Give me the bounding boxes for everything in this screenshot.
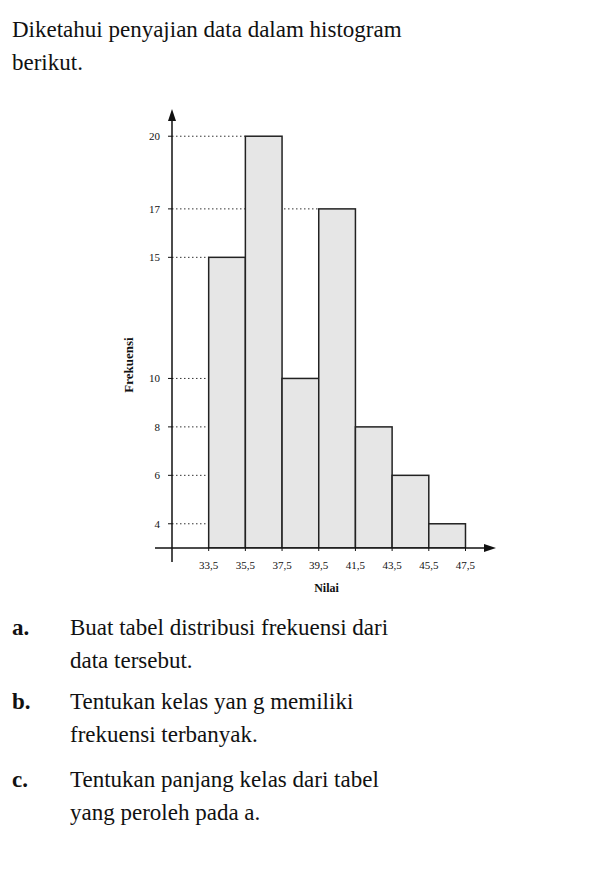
x-tick-label: 37,5 [272, 559, 292, 571]
question-text: Tentukan panjang kelas dari tabel [70, 764, 379, 796]
bar [355, 427, 392, 548]
y-tick-label: 4 [155, 518, 161, 530]
question-text: Buat tabel distribusi frekuensi dari [70, 612, 388, 644]
x-tick-label: 45,5 [419, 559, 439, 571]
x-tick [355, 548, 356, 551]
question-label: a. [12, 612, 29, 644]
question-text: Tentukan kelas yan g memiliki [70, 686, 353, 718]
x-axis-label: Nilai [314, 581, 339, 595]
y-tick [168, 426, 172, 427]
y-tick-label: 20 [149, 130, 161, 142]
x-tick-label: 33,5 [199, 559, 219, 571]
y-tick-label: 15 [149, 251, 161, 263]
question-label: b. [12, 686, 31, 718]
x-tick [392, 548, 393, 551]
grid-line [172, 257, 209, 258]
y-tick [168, 257, 172, 258]
x-axis [155, 547, 493, 549]
x-tick [465, 548, 466, 551]
grid-line [172, 136, 245, 137]
y-tick [168, 378, 172, 379]
x-tick [428, 548, 429, 551]
intro-line: berikut. [12, 47, 83, 79]
plot-area [172, 136, 465, 548]
bar [282, 378, 319, 548]
x-tick [318, 548, 319, 551]
x-tick-label: 43,5 [382, 559, 402, 571]
y-axis [171, 112, 173, 562]
x-tick-label: 47,5 [456, 559, 476, 571]
bar [319, 209, 356, 548]
x-tick-label: 41,5 [346, 559, 366, 571]
question-label: c. [12, 764, 28, 796]
y-tick-label: 10 [149, 372, 161, 384]
y-tick [168, 136, 172, 137]
x-tick-label: 39,5 [309, 559, 329, 571]
y-axis-label: Frekuensi [121, 337, 136, 393]
x-tick [245, 548, 246, 551]
bar [245, 136, 282, 548]
x-tick [282, 548, 283, 551]
y-tick [168, 208, 172, 209]
question-text: data tersebut. [70, 645, 193, 677]
bar [429, 524, 466, 548]
x-tick [208, 548, 209, 551]
question-text: yang peroleh pada a. [70, 797, 260, 829]
y-tick-label: 8 [155, 421, 161, 433]
bar [209, 257, 246, 548]
y-tick-label: 17 [149, 203, 161, 215]
y-tick [168, 523, 172, 524]
x-axis-arrow [484, 544, 496, 552]
y-tick [168, 475, 172, 476]
bar [392, 475, 429, 548]
intro-line: Diketahui penyajian data dalam histogram [12, 14, 402, 46]
x-tick-label: 35,5 [236, 559, 256, 571]
question-text: frekuensi terbanyak. [70, 719, 258, 751]
y-axis-arrow [168, 109, 176, 121]
y-tick-label: 6 [155, 469, 161, 481]
